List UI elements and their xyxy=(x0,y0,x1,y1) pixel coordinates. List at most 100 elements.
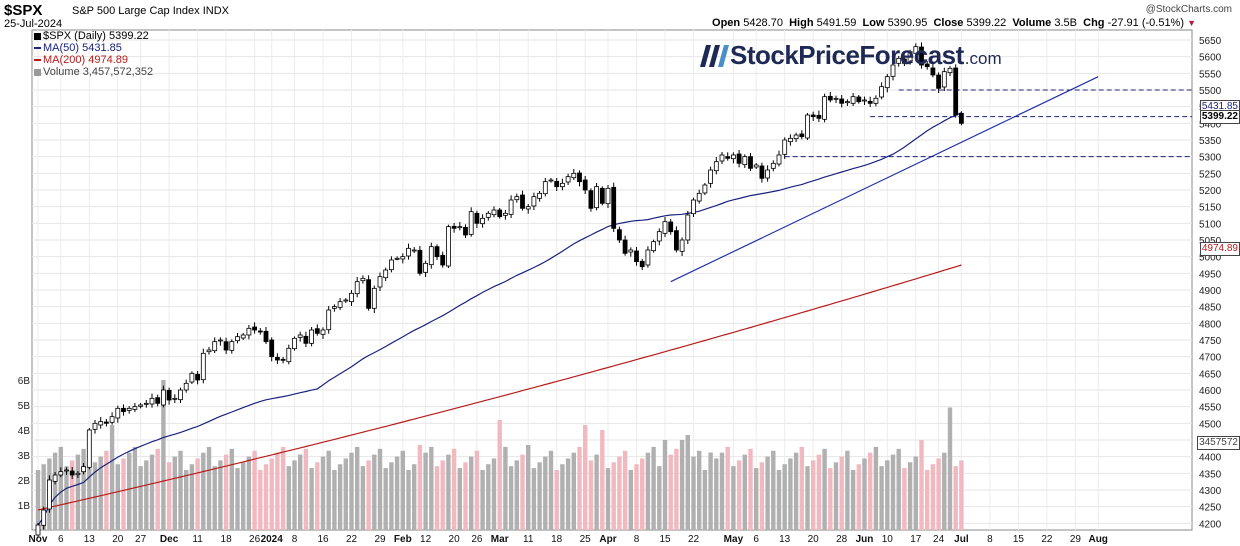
candle-body xyxy=(343,299,349,302)
candle-body xyxy=(440,254,446,266)
price-tick-label: 4350 xyxy=(1199,469,1222,480)
candle-body xyxy=(457,226,463,229)
date-tick-label: 25 xyxy=(580,534,592,545)
candle-body xyxy=(525,206,531,210)
candle-body xyxy=(349,292,354,303)
volume-tick-label: 5B xyxy=(18,401,31,412)
volume-bar xyxy=(702,470,708,530)
volume-bar xyxy=(75,454,81,530)
ma200-line xyxy=(37,264,962,511)
date-tick-label: 15 xyxy=(1013,534,1025,545)
candle-body xyxy=(947,67,953,74)
candle-body xyxy=(360,277,366,282)
candle-body xyxy=(354,281,360,295)
volume-bar xyxy=(189,464,195,530)
price-tick-label: 4750 xyxy=(1199,336,1222,347)
candle-body xyxy=(736,153,742,164)
watermark-logo: StockPriceForecast .com xyxy=(700,40,1002,71)
candle-body xyxy=(274,356,280,361)
price-tick-label: 4950 xyxy=(1199,269,1222,280)
volume-bar xyxy=(548,450,554,530)
candle-body xyxy=(571,172,577,179)
candle-body xyxy=(622,239,628,254)
candle-body xyxy=(189,372,195,383)
date-tick-label: Jul xyxy=(954,534,969,545)
candle-body xyxy=(223,341,229,351)
down-arrow-icon: ▼ xyxy=(1187,18,1196,28)
candle-body xyxy=(708,169,713,184)
volume-bar xyxy=(873,446,879,530)
volume-bar xyxy=(685,435,690,530)
volume-bar xyxy=(349,452,354,530)
volume-bar xyxy=(765,456,770,530)
price-tick-label: 4550 xyxy=(1199,403,1222,414)
candle-body xyxy=(742,156,748,166)
ma200-marker: 4974.89 xyxy=(1199,242,1240,256)
volume-bar xyxy=(925,470,930,530)
candle-body xyxy=(537,192,542,199)
candle-body xyxy=(782,139,788,155)
volume-bar xyxy=(184,470,189,530)
volume-bar xyxy=(195,458,200,530)
volume-bar xyxy=(662,440,668,530)
candle-body xyxy=(879,86,884,98)
volume-bar xyxy=(748,448,753,530)
candle-body xyxy=(195,373,201,381)
price-tick-label: 5500 xyxy=(1199,86,1222,97)
volume-bar xyxy=(622,450,628,530)
price-tick-label: 4650 xyxy=(1199,369,1222,380)
candle-body xyxy=(719,154,725,162)
volume-bar xyxy=(771,450,776,530)
candle-body xyxy=(913,46,919,54)
volume-bar xyxy=(161,380,166,530)
volume-bar xyxy=(121,458,126,530)
open-value: 5428.70 xyxy=(743,17,783,29)
chg-value: -27.91 (-0.51%) xyxy=(1107,17,1185,29)
candle-body xyxy=(508,199,514,215)
candle-body xyxy=(497,209,503,218)
volume-bar xyxy=(446,454,451,530)
volume-bar xyxy=(736,460,742,530)
volume-bar xyxy=(35,470,41,530)
candle-body xyxy=(896,57,902,64)
date-tick-label: Aug xyxy=(1088,534,1107,545)
open-label: Open xyxy=(712,17,741,29)
date-tick-label: 22 xyxy=(346,534,358,545)
price-axis: 4200425043004350440044504500455046004650… xyxy=(1199,36,1222,530)
volume-bar xyxy=(406,470,411,530)
date-axis: Nov 6 13 20 27 Dec 11 18 26 2024 8 16 22 29 Feb 12 20 26 M… xyxy=(29,534,1108,545)
volume-tick-label: 4B xyxy=(18,426,31,437)
candle-body xyxy=(651,241,656,252)
volume-bar xyxy=(252,450,257,530)
candle-body xyxy=(748,156,753,169)
price-tick-label: 5000 xyxy=(1199,253,1222,264)
candle-body xyxy=(400,256,406,260)
watermark-brand: StockPriceForecast xyxy=(730,40,964,70)
volume-bar xyxy=(172,456,177,530)
candle-body xyxy=(394,257,400,260)
volume-bar xyxy=(617,456,622,530)
candle-body xyxy=(98,421,104,426)
candle-body xyxy=(594,186,599,209)
date-tick-label: 28 xyxy=(836,534,848,545)
date-tick-label: 29 xyxy=(1070,534,1082,545)
legend-ma50-label: MA(50) 5431.85 xyxy=(43,42,122,54)
candle-body xyxy=(35,524,41,536)
volume-bar xyxy=(41,464,46,530)
volume-bar xyxy=(913,456,918,530)
candle-body xyxy=(411,249,417,252)
candle-body xyxy=(565,176,571,183)
volume-bar xyxy=(947,407,953,530)
ma200-swatch xyxy=(34,59,41,61)
volume-bar xyxy=(218,460,223,530)
volume-bar xyxy=(879,466,884,530)
candle-body xyxy=(731,154,736,160)
candle-body xyxy=(862,99,867,102)
volume-bar xyxy=(811,460,816,530)
chart-grid xyxy=(31,29,1193,531)
legend-ma200-label: MA(200) 4974.89 xyxy=(43,54,128,66)
candle-body xyxy=(941,71,947,88)
candle-body xyxy=(502,212,508,216)
date-tick-label: 29 xyxy=(374,534,386,545)
candle-body xyxy=(269,339,275,358)
